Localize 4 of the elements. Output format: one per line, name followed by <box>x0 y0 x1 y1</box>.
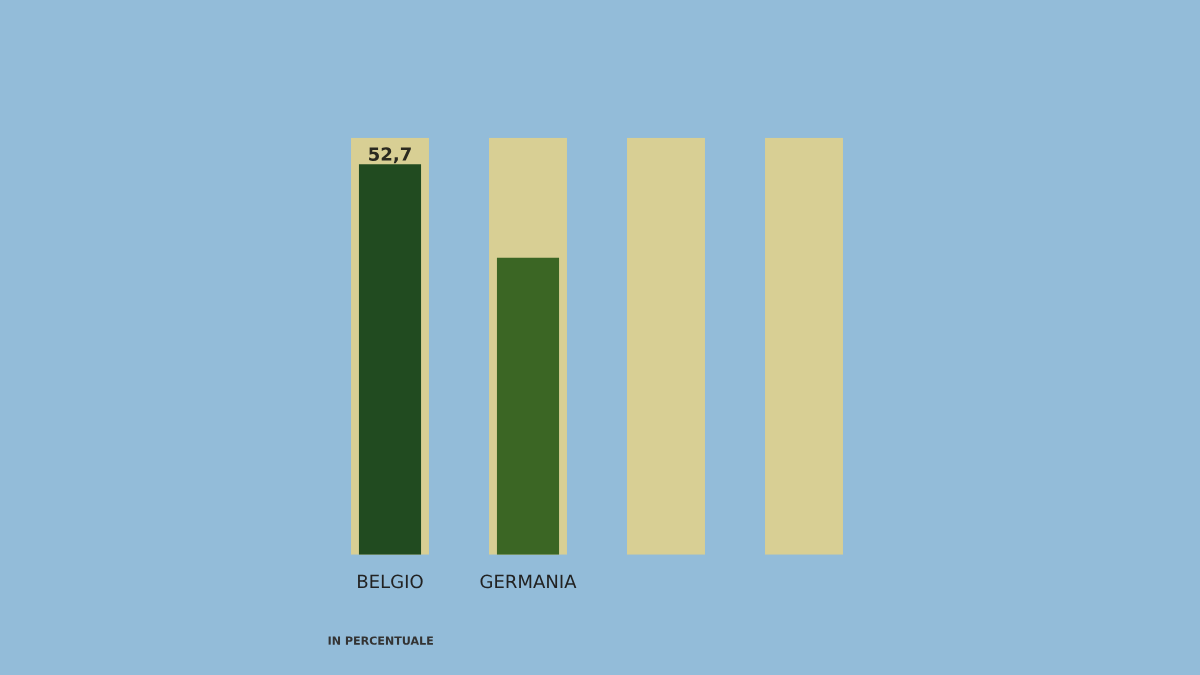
x-tick-label: GERMANIA <box>480 574 577 589</box>
data-label: 52,7 <box>369 147 411 164</box>
text: IN PERCENTUALE <box>328 636 433 645</box>
x-tick-label: BELGIO <box>358 574 423 589</box>
